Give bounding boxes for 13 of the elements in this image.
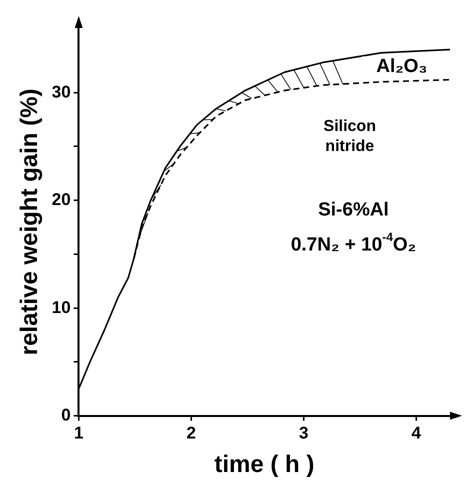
annotation: Si-6%Al (318, 200, 389, 220)
y-tick-label: 30 (52, 82, 71, 102)
x-tick-label: 3 (299, 424, 308, 443)
annotation: Silicon nitride (324, 118, 376, 155)
x-axis-title: time ( h ) (214, 451, 314, 478)
x-tick-label: 4 (412, 424, 422, 443)
annotation: Al₂O₃ (376, 56, 428, 78)
x-tick-label: 1 (74, 424, 84, 443)
y-tick-label: 20 (52, 190, 71, 210)
y-axis-title: relative weight gain (%) (16, 88, 44, 356)
y-tick-label: 10 (52, 298, 71, 317)
x-tick-label: 2 (186, 424, 196, 443)
y-tick-label: 0 (61, 405, 71, 424)
